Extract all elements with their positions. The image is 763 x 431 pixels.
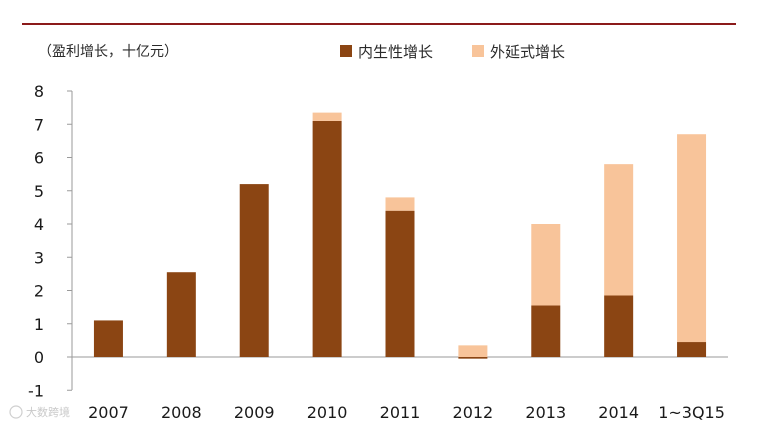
y-tick-label: 1 — [34, 315, 44, 334]
y-tick-label: 4 — [34, 215, 44, 234]
y-tick-label: 8 — [34, 82, 44, 101]
x-tick-label: 2013 — [525, 403, 566, 422]
bar-external-2011 — [385, 197, 415, 211]
x-tick-label: 2012 — [453, 403, 494, 422]
bar-endogenous-2011 — [385, 210, 415, 357]
x-tick-label: 2008 — [161, 403, 202, 422]
bars — [93, 112, 707, 359]
x-tick-label: 2007 — [88, 403, 129, 422]
x-tick-label: 2009 — [234, 403, 275, 422]
bar-endogenous-2010 — [312, 120, 342, 357]
y-tick-label: 3 — [34, 248, 44, 267]
bar-endogenous-1~3Q15 — [677, 342, 707, 357]
y-tick-label: 7 — [34, 115, 44, 134]
bar-endogenous-2013 — [531, 305, 561, 357]
legend-label-external: 外延式增长 — [490, 43, 565, 61]
y-tick-label: 0 — [34, 348, 44, 367]
x-tick-label: 2014 — [598, 403, 639, 422]
x-tick-label: 1~3Q15 — [658, 403, 725, 422]
x-tick-labels: 2007 2008 2009 2010 2011 2012 2013 2014 1~3Q15 — [88, 403, 725, 422]
bar-external-2013 — [531, 224, 561, 306]
bar-external-1~3Q15 — [677, 134, 707, 343]
x-tick-label: 2011 — [380, 403, 421, 422]
x-tick-label: 2010 — [307, 403, 348, 422]
y-tick-label: 6 — [34, 149, 44, 168]
bar-endogenous-2014 — [604, 295, 634, 357]
legend-swatch-external — [472, 45, 484, 57]
watermark-text: 大数跨境 — [26, 405, 70, 419]
bar-external-2014 — [604, 164, 634, 296]
y-tick-labels: -1 0 1 2 3 4 5 6 7 8 — [28, 82, 44, 400]
bar-endogenous-2012 — [458, 357, 488, 359]
legend: 内生性增长 外延式增长 — [340, 43, 565, 61]
bar-endogenous-2008 — [166, 272, 196, 357]
bar-external-2012 — [458, 345, 488, 357]
legend-swatch-endogenous — [340, 45, 352, 57]
y-axis-label: （盈利增长，十亿元） — [38, 44, 178, 60]
watermark-icon — [9, 405, 23, 419]
y-tick-label: 2 — [34, 282, 44, 301]
bar-endogenous-2007 — [93, 320, 123, 357]
watermark: 大数跨境 — [9, 405, 70, 419]
legend-label-endogenous: 内生性增长 — [358, 43, 433, 61]
bar-endogenous-2009 — [239, 184, 269, 357]
y-tick-label: 5 — [34, 182, 44, 201]
y-tick-label: -1 — [28, 381, 44, 400]
bar-external-2010 — [312, 112, 342, 121]
